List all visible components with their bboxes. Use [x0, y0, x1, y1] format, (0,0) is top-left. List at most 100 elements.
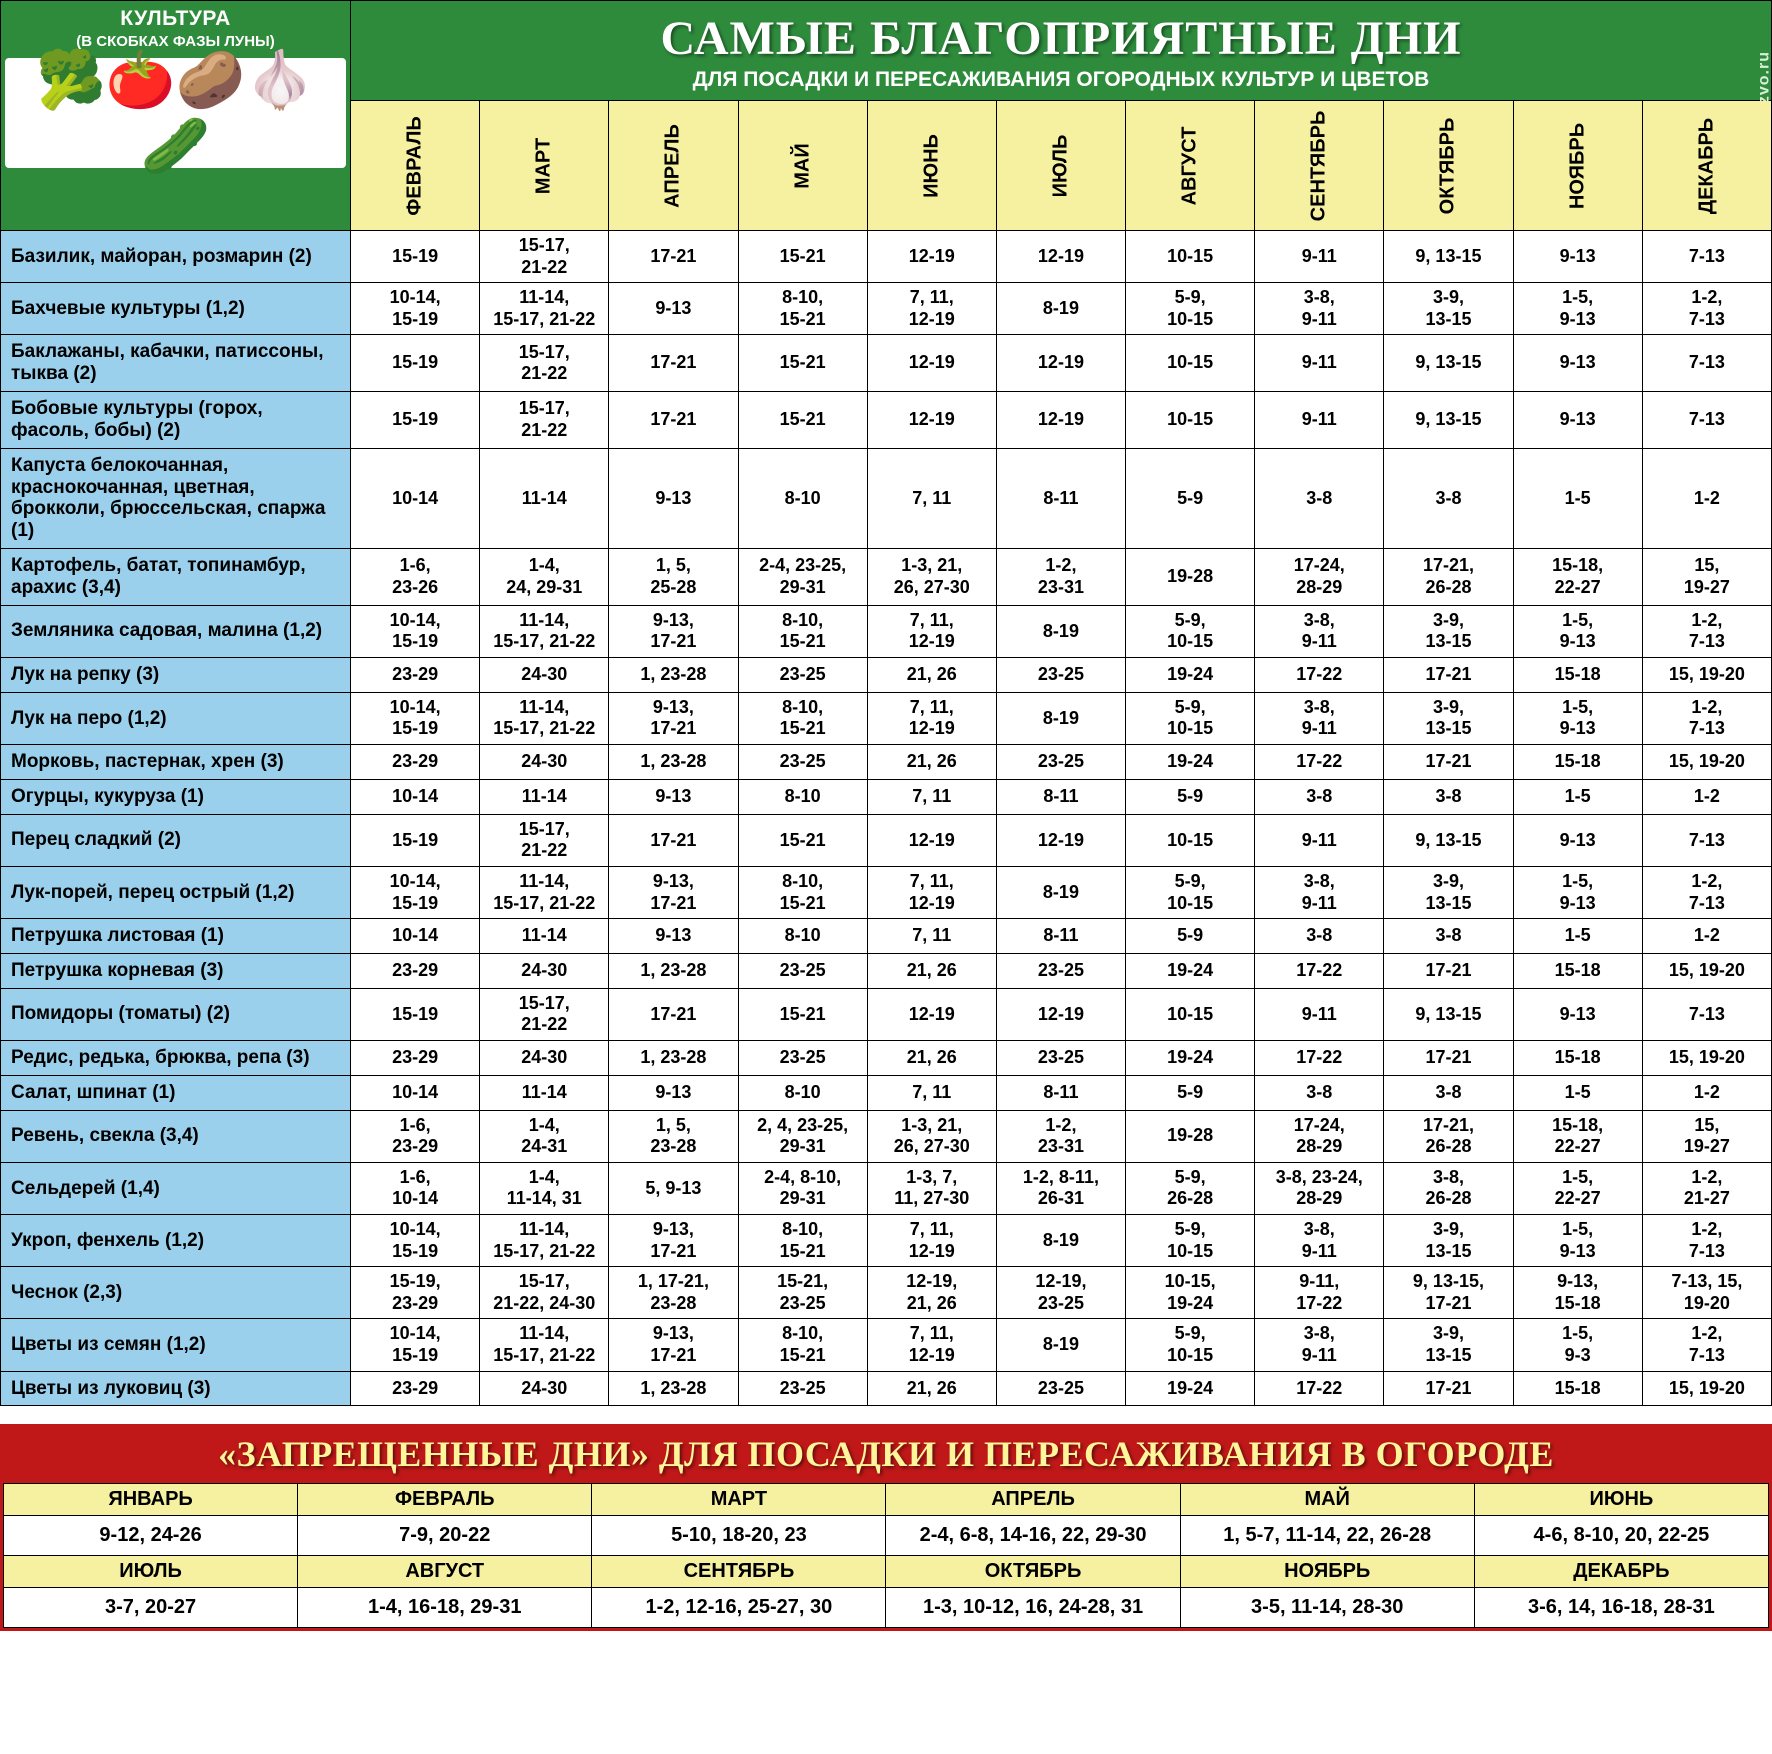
crop-name: Сельдерей (1,4)	[1, 1162, 351, 1214]
forbidden-month: АВГУСТ	[298, 1556, 592, 1588]
day-value: 5-9, 26-28	[1126, 1162, 1255, 1214]
day-value: 17-24, 28-29	[1255, 1110, 1384, 1162]
day-value: 3-9, 13-15	[1384, 605, 1513, 657]
day-value: 10-15	[1126, 231, 1255, 283]
crop-name: Морковь, пастернак, хрен (3)	[1, 745, 351, 780]
day-value: 7, 11, 12-19	[867, 283, 996, 335]
day-value: 12-19	[996, 814, 1125, 866]
day-value: 3-8, 9-11	[1255, 1319, 1384, 1371]
month-header: ФЕВРАЛЬ	[351, 101, 480, 231]
crop-name: Базилик, майоран, розмарин (2)	[1, 231, 351, 283]
day-value: 15, 19-20	[1642, 1371, 1771, 1406]
day-value: 5-9	[1126, 779, 1255, 814]
crop-name: Редис, редька, брюква, репа (3)	[1, 1040, 351, 1075]
day-value: 7-13	[1642, 231, 1771, 283]
month-label: МАЙ	[791, 143, 814, 188]
forbidden-value: 9-12, 24-26	[4, 1516, 298, 1556]
day-value: 5-9, 10-15	[1126, 283, 1255, 335]
day-value: 17-21	[1384, 658, 1513, 693]
crop-name: Бобовые культуры (горох, фасоль, бобы) (…	[1, 392, 351, 449]
table-row: Укроп, фенхель (1,2)10-14, 15-1911-14, 1…	[1, 1215, 1772, 1267]
day-value: 15-18	[1513, 745, 1642, 780]
day-value: 11-14, 15-17, 21-22	[480, 605, 609, 657]
forbidden-month: СЕНТЯБРЬ	[592, 1556, 886, 1588]
day-value: 19-28	[1126, 1110, 1255, 1162]
month-label: ОКТЯБРЬ	[1437, 117, 1460, 214]
forbidden-value: 5-10, 18-20, 23	[592, 1516, 886, 1556]
day-value: 9-11	[1255, 335, 1384, 392]
day-value: 9-13, 17-21	[609, 1319, 738, 1371]
day-value: 10-15	[1126, 392, 1255, 449]
month-header: АПРЕЛЬ	[609, 101, 738, 231]
day-value: 24-30	[480, 745, 609, 780]
crop-name: Картофель, батат, топинамбур, арахис (3,…	[1, 549, 351, 606]
day-value: 12-19	[996, 335, 1125, 392]
day-value: 9-13, 17-21	[609, 605, 738, 657]
crop-name: Перец сладкий (2)	[1, 814, 351, 866]
forbidden-value: 3-6, 14, 16-18, 28-31	[1474, 1588, 1768, 1628]
day-value: 17-22	[1255, 953, 1384, 988]
day-value: 11-14, 15-17, 21-22	[480, 692, 609, 744]
table-row: Цветы из семян (1,2)10-14, 15-1911-14, 1…	[1, 1319, 1772, 1371]
day-value: 9, 13-15	[1384, 814, 1513, 866]
day-value: 23-25	[996, 1371, 1125, 1406]
day-value: 1-2, 23-31	[996, 549, 1125, 606]
day-value: 23-25	[738, 658, 867, 693]
day-value: 19-24	[1126, 745, 1255, 780]
day-value: 9, 13-15	[1384, 231, 1513, 283]
day-value: 19-28	[1126, 549, 1255, 606]
day-value: 12-19, 23-25	[996, 1267, 1125, 1319]
day-value: 15-19	[351, 231, 480, 283]
day-value: 17-21	[609, 988, 738, 1040]
day-value: 12-19	[996, 231, 1125, 283]
day-value: 15-18	[1513, 1040, 1642, 1075]
day-value: 1, 23-28	[609, 1040, 738, 1075]
day-value: 11-14	[480, 448, 609, 548]
day-value: 1-5	[1513, 448, 1642, 548]
month-header: ИЮНЬ	[867, 101, 996, 231]
day-value: 8-19	[996, 605, 1125, 657]
day-value: 8-10	[738, 919, 867, 954]
crop-name: Цветы из семян (1,2)	[1, 1319, 351, 1371]
day-value: 11-14	[480, 779, 609, 814]
month-header: МАРТ	[480, 101, 609, 231]
day-value: 8-10, 15-21	[738, 866, 867, 918]
day-value: 15-18	[1513, 658, 1642, 693]
table-row: Лук на репку (3)23-2924-301, 23-2823-252…	[1, 658, 1772, 693]
day-value: 7-13, 15, 19-20	[1642, 1267, 1771, 1319]
day-value: 1-6, 23-29	[351, 1110, 480, 1162]
day-value: 23-29	[351, 1040, 480, 1075]
forbidden-value: 1, 5-7, 11-14, 22, 26-28	[1180, 1516, 1474, 1556]
day-value: 11-14, 15-17, 21-22	[480, 1215, 609, 1267]
day-value: 1-3, 21, 26, 27-30	[867, 549, 996, 606]
day-value: 9-13, 15-18	[1513, 1267, 1642, 1319]
day-value: 2, 4, 23-25, 29-31	[738, 1110, 867, 1162]
day-value: 9-13	[609, 283, 738, 335]
day-value: 2-4, 8-10, 29-31	[738, 1162, 867, 1214]
day-value: 15, 19-20	[1642, 658, 1771, 693]
day-value: 19-24	[1126, 953, 1255, 988]
table-row: Сельдерей (1,4)1-6, 10-141-4, 11-14, 315…	[1, 1162, 1772, 1214]
day-value: 3-8, 23-24, 28-29	[1255, 1162, 1384, 1214]
crop-name: Лук-порей, перец острый (1,2)	[1, 866, 351, 918]
day-value: 11-14	[480, 919, 609, 954]
table-row: Огурцы, кукуруза (1)10-1411-149-138-107,…	[1, 779, 1772, 814]
day-value: 3-8	[1255, 919, 1384, 954]
month-header: НОЯБРЬ	[1513, 101, 1642, 231]
forbidden-value: 1-3, 10-12, 16, 24-28, 31	[886, 1588, 1180, 1628]
day-value: 15-19	[351, 814, 480, 866]
table-row: Чеснок (2,3)15-19, 23-2915-17, 21-22, 24…	[1, 1267, 1772, 1319]
day-value: 15-19, 23-29	[351, 1267, 480, 1319]
month-label: АПРЕЛЬ	[662, 124, 685, 208]
day-value: 1-2, 23-31	[996, 1110, 1125, 1162]
forbidden-value: 1-2, 12-16, 25-27, 30	[592, 1588, 886, 1628]
day-value: 15-19	[351, 335, 480, 392]
crop-name: Лук на репку (3)	[1, 658, 351, 693]
day-value: 8-19	[996, 866, 1125, 918]
month-header: МАЙ	[738, 101, 867, 231]
day-value: 10-14	[351, 919, 480, 954]
day-value: 1-3, 21, 26, 27-30	[867, 1110, 996, 1162]
month-label: НОЯБРЬ	[1566, 122, 1589, 208]
crop-name: Бахчевые культуры (1,2)	[1, 283, 351, 335]
forbidden-month: МАЙ	[1180, 1484, 1474, 1516]
